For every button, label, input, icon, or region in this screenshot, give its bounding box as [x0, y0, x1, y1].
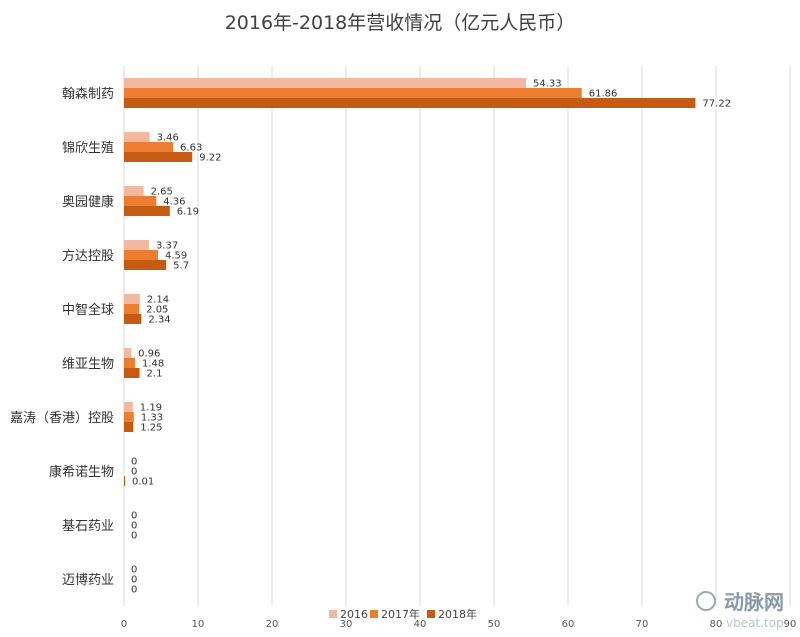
- data-label: 0: [131, 575, 137, 586]
- data-label: 1.25: [140, 423, 162, 434]
- bar: [124, 98, 696, 108]
- x-axis-ticks: 0 10 20 30 40 50 60 70 80 90: [121, 619, 797, 630]
- data-label: 4.59: [165, 251, 187, 262]
- data-label: 0: [131, 467, 137, 478]
- bar: [124, 476, 125, 486]
- category-label: 锦欣生殖: [62, 140, 114, 156]
- bar: [124, 314, 142, 324]
- legend-label: 2018年: [438, 607, 477, 621]
- data-label: 6.19: [177, 207, 199, 218]
- chart-title: 2016年-2018年营收情况（亿元人民币）: [225, 12, 576, 34]
- bar: [124, 206, 170, 216]
- bar: [124, 152, 193, 162]
- bar-series: [124, 78, 696, 486]
- legend-swatch: [427, 610, 435, 618]
- bar: [124, 260, 167, 270]
- bar: [124, 348, 132, 358]
- data-label: 2.34: [148, 315, 170, 326]
- x-tick-label: 10: [192, 619, 205, 630]
- bar: [124, 240, 149, 250]
- bar: [124, 186, 144, 196]
- category-label: 方达控股: [62, 248, 114, 264]
- bar: [124, 368, 140, 378]
- category-label: 维亚生物: [62, 357, 114, 372]
- legend-swatch: [329, 610, 337, 618]
- data-label: 4.36: [163, 197, 185, 208]
- data-label: 1.33: [141, 413, 163, 424]
- legend-label: 2016: [340, 608, 368, 621]
- data-label: 1.19: [140, 403, 162, 414]
- bar: [124, 250, 158, 260]
- data-label: 2.05: [146, 305, 168, 316]
- watermark-text: 动脉网: [724, 590, 784, 614]
- data-label: 0: [131, 585, 137, 596]
- x-tick-label: 60: [562, 619, 575, 630]
- legend: 2016 2017年 2018年: [329, 607, 477, 621]
- bar: [124, 422, 134, 432]
- data-label: 1.48: [142, 359, 164, 370]
- data-label: 6.63: [180, 143, 202, 154]
- x-tick-label: 70: [636, 619, 649, 630]
- category-label: 迈博药业: [62, 573, 114, 588]
- data-label: 0: [131, 531, 137, 542]
- data-label: 5.7: [173, 261, 189, 272]
- data-label: 0: [131, 457, 137, 468]
- bar: [124, 304, 140, 314]
- data-label: 77.22: [702, 99, 731, 110]
- x-tick-label: 50: [488, 619, 501, 630]
- data-labels: 54.33 61.86 77.22 3.466.639.22 2.654.366.19 3…: [131, 79, 731, 596]
- data-label: 9.22: [199, 153, 221, 164]
- category-label: 翰森制药: [62, 87, 114, 102]
- watermark-logo-icon: [696, 591, 716, 611]
- data-label: 0.96: [138, 349, 160, 360]
- x-tick-label: 80: [710, 619, 723, 630]
- data-label: 0.01: [132, 477, 154, 488]
- category-label: 奥园健康: [62, 194, 114, 210]
- data-label: 0: [131, 521, 137, 532]
- data-label: 0: [131, 565, 137, 576]
- bar: [124, 88, 582, 98]
- category-label: 基石药业: [62, 519, 114, 534]
- data-label: 3.46: [157, 133, 179, 144]
- gridlines: [123, 66, 791, 606]
- bar: [124, 142, 174, 152]
- watermark: 动脉网 vbeat.top: [696, 590, 784, 630]
- bar: [124, 402, 133, 412]
- x-tick-label: 20: [266, 619, 279, 630]
- category-labels: 翰森制药锦欣生殖奥园健康方达控股中智全球维亚生物嘉涛（香港）控股康希诺生物基石药…: [10, 87, 114, 588]
- legend-label: 2017年: [381, 607, 420, 621]
- bar: [124, 294, 140, 304]
- data-label: 2.65: [151, 187, 173, 198]
- x-tick-label: 40: [414, 619, 427, 630]
- bar: [124, 132, 150, 142]
- bar: [124, 358, 135, 368]
- category-label: 中智全球: [62, 302, 114, 318]
- x-tick-label: 0: [121, 619, 127, 630]
- category-label: 康希诺生物: [49, 464, 114, 480]
- bar: [124, 196, 157, 206]
- x-tick-label: 30: [340, 619, 353, 630]
- x-tick-label: 90: [784, 619, 797, 630]
- watermark-sub-text: vbeat.top: [726, 616, 784, 630]
- data-label: 0: [131, 511, 137, 522]
- data-label: 3.37: [156, 241, 178, 252]
- data-label: 2.1: [147, 369, 163, 380]
- bar: [124, 412, 134, 422]
- bar: [124, 78, 527, 88]
- legend-swatch: [370, 610, 378, 618]
- data-label: 61.86: [589, 89, 618, 100]
- category-label: 嘉涛（香港）控股: [10, 410, 114, 426]
- data-label: 2.14: [147, 295, 169, 306]
- data-label: 54.33: [533, 79, 562, 90]
